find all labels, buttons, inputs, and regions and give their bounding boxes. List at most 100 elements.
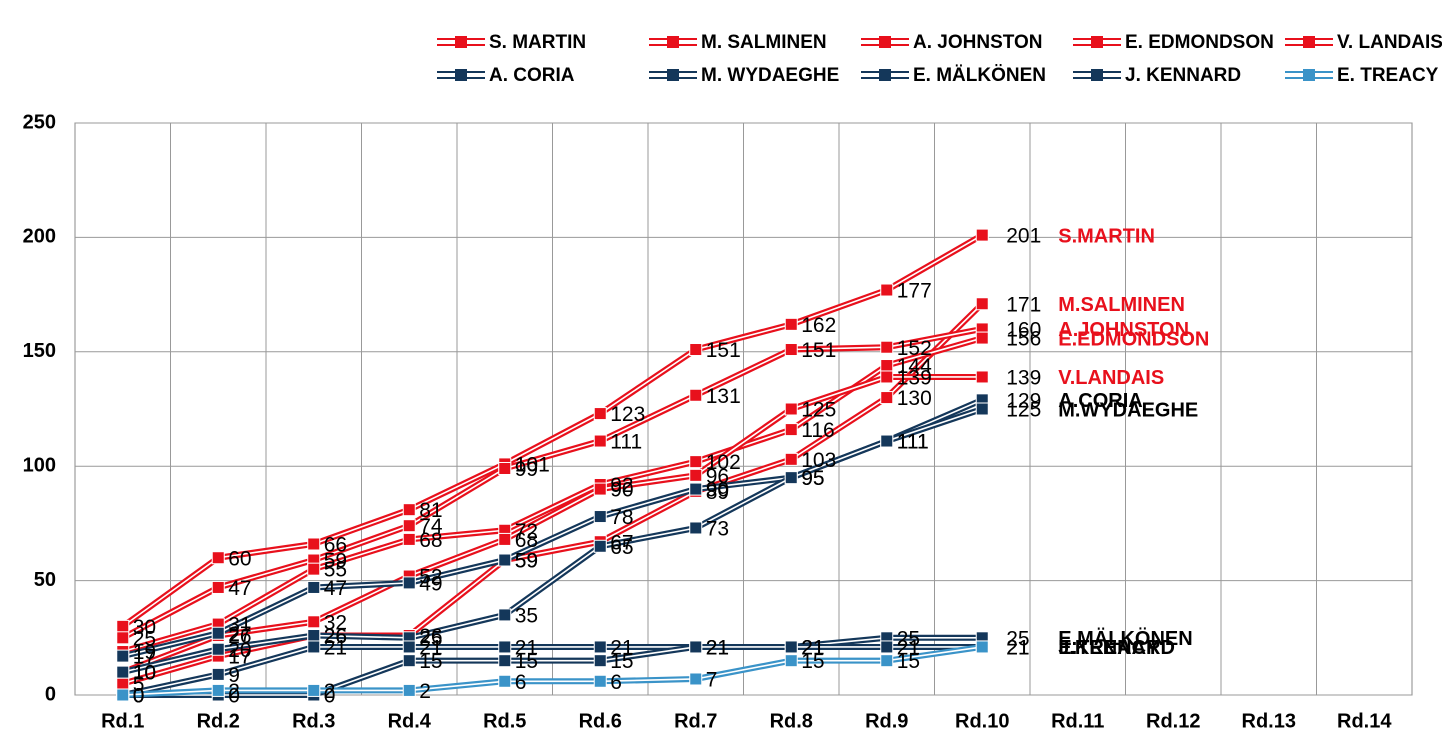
marker [116, 677, 130, 691]
data-label: 103 [801, 449, 836, 472]
legend-item: A. CORIA [437, 65, 575, 86]
marker [402, 654, 416, 668]
x-tick-label: Rd.2 [197, 710, 240, 732]
x-tick-label: Rd.9 [865, 710, 908, 732]
data-label: 21 [515, 636, 538, 659]
marker [689, 388, 703, 402]
data-label: 102 [706, 451, 741, 474]
data-label: 27 [228, 623, 251, 646]
data-label: 59 [324, 550, 347, 573]
marker [880, 370, 894, 384]
marker [211, 551, 225, 565]
series-line-core [122, 637, 983, 696]
data-label: 30 [133, 616, 156, 639]
x-tick-label: Rd.8 [770, 710, 813, 732]
data-label: 26 [324, 625, 347, 648]
marker [116, 649, 130, 663]
data-label: 21 [419, 636, 442, 659]
y-tick-label: 100 [23, 454, 56, 476]
data-label: 21 [324, 636, 347, 659]
marker [116, 631, 130, 645]
series-line-core [122, 408, 983, 673]
marker [498, 674, 512, 688]
data-label: 65 [610, 536, 633, 559]
marker [593, 510, 607, 524]
x-tick-label: Rd.3 [292, 710, 335, 732]
end-label: A.JOHNSTON [1058, 319, 1189, 341]
marker [498, 654, 512, 668]
data-label: 31 [228, 614, 251, 637]
legend-item: S. MARTIN [437, 32, 586, 53]
marker [116, 619, 130, 633]
series-line-core [122, 337, 983, 653]
marker [211, 580, 225, 594]
end-label: S.MARTIN [1058, 225, 1155, 247]
data-label: 160 [1006, 318, 1041, 341]
data-label: 101 [515, 453, 550, 476]
data-label: 17 [228, 646, 251, 669]
data-label: 10 [133, 662, 156, 685]
data-label: 72 [515, 520, 538, 543]
data-label: 139 [1006, 367, 1041, 390]
data-label: 111 [610, 431, 642, 454]
marker [307, 629, 321, 643]
legend-marker [1303, 36, 1315, 48]
data-label: 151 [706, 339, 741, 362]
marker [211, 683, 225, 697]
data-label: 52 [419, 566, 442, 589]
data-label: 25 [133, 627, 156, 650]
data-label: 125 [801, 399, 836, 422]
data-label: 9 [228, 664, 240, 687]
data-label: 10 [133, 662, 156, 685]
data-label: 6 [610, 671, 622, 694]
marker [975, 402, 989, 416]
data-label: 0 [228, 685, 240, 708]
data-label: 2 [419, 680, 431, 703]
series-line-core [122, 646, 983, 696]
legend-item: J. KENNARD [1073, 65, 1241, 86]
marker [689, 482, 703, 496]
marker [689, 468, 703, 482]
data-label: 15 [801, 650, 824, 673]
x-tick-label: Rd.4 [388, 710, 432, 732]
x-tick-label: Rd.10 [955, 710, 1009, 732]
marker [307, 580, 321, 594]
y-tick-label: 200 [23, 226, 56, 248]
legend-label: M. WYDAEGHE [701, 65, 839, 86]
data-label: 116 [801, 419, 834, 442]
end-label: E.TREACY [1058, 637, 1160, 659]
data-label: 123 [610, 403, 645, 426]
legend-label: E. MÄLKÖNEN [913, 65, 1046, 86]
x-tick-label: Rd.14 [1337, 710, 1392, 732]
data-label: 0 [133, 685, 145, 708]
marker [784, 640, 798, 654]
data-label: 201 [1006, 225, 1041, 248]
marker [784, 402, 798, 416]
data-label: 26 [324, 625, 347, 648]
legend-item: E. EDMONDSON [1073, 32, 1274, 53]
legend-label: A. CORIA [489, 65, 575, 86]
legend-marker [1303, 69, 1315, 81]
marker [593, 407, 607, 421]
legend-item: A. JOHNSTON [861, 32, 1043, 53]
series-line-core [122, 303, 983, 685]
marker [402, 576, 416, 590]
marker [593, 654, 607, 668]
data-label: 81 [419, 499, 442, 522]
end-label: E.MÄLKÖNEN [1058, 627, 1192, 650]
marker [593, 674, 607, 688]
data-label: 21 [1006, 636, 1029, 659]
y-tick-label: 250 [23, 111, 56, 133]
data-label: 59 [515, 550, 538, 573]
marker [211, 642, 225, 656]
marker [689, 343, 703, 357]
marker [784, 423, 798, 437]
marker [307, 615, 321, 629]
data-label: 47 [324, 577, 347, 600]
x-tick-label: Rd.6 [579, 710, 622, 732]
series-line-core [122, 328, 983, 639]
data-label: 144 [897, 355, 932, 378]
data-label: 21 [610, 636, 633, 659]
data-label: 25 [1006, 627, 1029, 650]
